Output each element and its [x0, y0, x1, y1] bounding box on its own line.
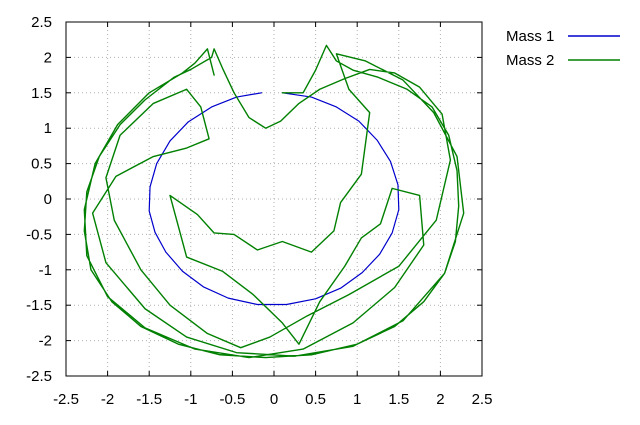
y-tick-label: -1 [39, 262, 52, 279]
x-tick-label: 0 [270, 391, 278, 408]
y-tick-label: 1 [44, 120, 52, 137]
series-line-mass-2 [83, 44, 465, 359]
y-tick-label: 1.5 [31, 85, 52, 102]
x-tick-labels: -2.5 -2 -1.5 -1 -0.5 0 0.5 1 1.5 2 2.5 [53, 391, 492, 408]
y-tick-label: -2.5 [26, 368, 52, 385]
x-tick-label: -0.5 [219, 391, 245, 408]
legend-label: Mass 1 [506, 28, 554, 45]
x-tick-label: 1 [353, 391, 361, 408]
x-tick-label: -2.5 [53, 391, 79, 408]
legend-label: Mass 2 [506, 52, 554, 69]
series-line-mass-1 [148, 92, 400, 306]
x-tick-label: -1.5 [136, 391, 162, 408]
y-tick-label: -1.5 [26, 297, 52, 314]
y-tick-label: -2 [39, 333, 52, 350]
y-tick-label: -0.5 [26, 226, 52, 243]
x-tick-label: 1.5 [388, 391, 409, 408]
y-tick-labels: -2.5 -2 -1.5 -1 -0.5 0 0.5 1 1.5 2 2.5 [26, 14, 52, 385]
x-tick-label: -2 [101, 391, 114, 408]
y-tick-label: 0 [44, 191, 52, 208]
x-tick-label: 2 [436, 391, 444, 408]
y-tick-label: 0.5 [31, 156, 52, 173]
legend: Mass 1 Mass 2 [506, 28, 620, 69]
series-group [83, 44, 465, 359]
y-tick-label: 2 [44, 49, 52, 66]
x-tick-label: 2.5 [472, 391, 493, 408]
x-tick-label: -1 [184, 391, 197, 408]
x-tick-label: 0.5 [305, 391, 326, 408]
tick-marks [65, 21, 483, 377]
y-tick-label: 2.5 [31, 14, 52, 31]
